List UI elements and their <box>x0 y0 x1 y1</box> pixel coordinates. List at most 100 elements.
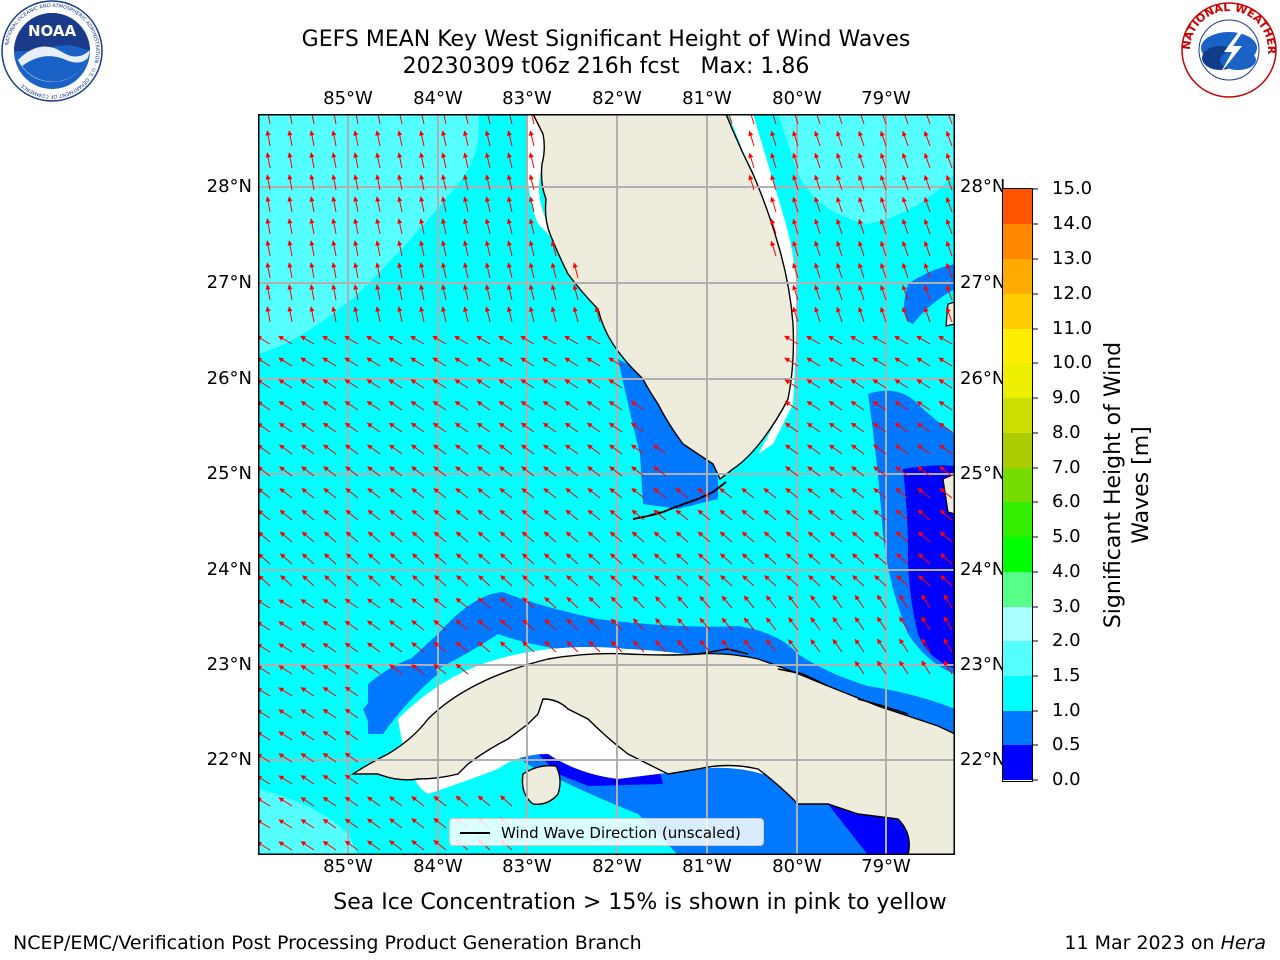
wind-arrow-head <box>792 262 798 269</box>
y-tick-left: 22°N <box>206 749 252 770</box>
wind-arrow-head <box>454 379 461 385</box>
wind-arrow-head <box>830 575 836 581</box>
nws-logo: NATIONAL WEATHER SERVICE <box>1178 0 1278 98</box>
wind-arrow-head <box>943 660 949 666</box>
wind-arrow-head <box>265 262 271 268</box>
x-tick-top: 85°W <box>323 88 373 109</box>
wind-arrow-head <box>498 422 505 428</box>
wind-arrow-head <box>309 306 315 312</box>
wind-arrow-head <box>397 306 403 312</box>
wind-arrow-head <box>938 444 945 450</box>
wind-arrow-head <box>344 774 351 780</box>
wind-arrow-head <box>522 597 528 603</box>
wind-arrow-head <box>894 401 901 407</box>
wind-arrow-head <box>588 575 594 581</box>
colorbar-label: Significant Height of Wind Waves [m] <box>1100 342 1156 628</box>
wind-arrow-head <box>344 422 351 428</box>
wind-arrow-head <box>851 509 858 516</box>
wind-arrow-head <box>419 174 425 180</box>
wind-arrow-head <box>565 488 572 494</box>
wind-arrow-head <box>455 509 462 516</box>
wind-arrow-head <box>808 575 814 581</box>
map-plot <box>258 114 955 855</box>
wind-arrow-head <box>880 262 885 269</box>
wind-arrow-head <box>901 174 907 181</box>
wind-arrow-head <box>410 357 417 363</box>
wind-arrow-head <box>258 553 264 559</box>
wind-arrow-head <box>543 531 550 537</box>
wind-arrow-head <box>810 595 816 601</box>
wind-arrow-head <box>344 335 350 341</box>
wind-arrow-head <box>631 466 637 472</box>
wind-arrow-head <box>278 841 285 847</box>
wind-arrow-head <box>741 488 748 494</box>
wind-arrow-head <box>456 575 462 581</box>
wind-arrow-head <box>828 401 835 407</box>
wind-arrow-head <box>433 531 440 537</box>
wind-arrow-head <box>765 639 772 646</box>
wind-arrow-head <box>506 152 512 159</box>
wind-arrow-head <box>810 639 816 645</box>
wind-arrow-head <box>923 174 929 181</box>
wind-arrow-head <box>631 531 638 537</box>
wind-arrow-head <box>301 488 308 494</box>
wind-arrow <box>399 114 403 125</box>
wind-arrow-head <box>366 620 373 626</box>
wind-arrow-head <box>836 262 841 269</box>
wind-arrow-head <box>344 444 351 450</box>
wave-region-0.5-1m-sw-florida <box>618 359 718 509</box>
wind-arrow-head <box>280 575 286 581</box>
wind-arrow <box>333 114 337 125</box>
wind-arrow-head <box>901 240 907 247</box>
wind-arrow-head <box>528 306 534 313</box>
wind-arrow-head <box>786 575 792 581</box>
wind-arrow-head <box>411 620 417 626</box>
colorbar-band <box>1002 676 1032 711</box>
wind-arrow-head <box>894 379 901 385</box>
wind-arrow-head <box>721 617 727 624</box>
wind-arrow-head <box>454 401 461 407</box>
wind-arrow-head <box>851 466 857 472</box>
wind-arrow-head <box>366 379 373 385</box>
wind-arrow-head <box>506 174 512 181</box>
wind-arrow-head <box>389 553 396 559</box>
wind-arrow-head <box>810 617 816 623</box>
wind-arrow-head <box>921 660 927 667</box>
wind-arrow-head <box>322 686 329 692</box>
wind-arrow-head <box>455 641 462 648</box>
wind-arrow-head <box>287 152 293 158</box>
wind-arrow-head <box>375 284 381 290</box>
wind-arrow-head <box>938 422 945 428</box>
wind-arrow-head <box>389 509 396 516</box>
x-tick-top: 83°W <box>502 88 552 109</box>
wind-arrow-head <box>367 509 374 516</box>
wind-arrow-head <box>528 196 534 203</box>
wind-arrow-head <box>763 553 770 559</box>
wind-arrow-head <box>814 306 820 313</box>
wind-arrow-head <box>344 598 351 604</box>
wind-arrow-head <box>463 196 469 202</box>
wind-arrow-head <box>542 422 549 428</box>
wind-arrow-head <box>433 488 440 494</box>
wind-arrow-head <box>278 797 285 803</box>
wind-arrow-head <box>528 174 534 181</box>
wind-arrow-head <box>287 130 293 136</box>
wind-arrow-head <box>895 488 902 494</box>
wind-arrow-head <box>923 240 929 247</box>
wind-arrow-head <box>807 553 814 559</box>
wind-arrow-head <box>323 553 330 559</box>
y-tick-right: 27°N <box>960 272 1006 293</box>
wind-arrow-head <box>655 618 661 624</box>
wind-arrow-head <box>463 130 469 136</box>
wind-arrow-head <box>353 130 359 136</box>
wind-arrow-head <box>609 531 616 537</box>
wind-arrow-head <box>300 401 307 407</box>
y-tick-right: 23°N <box>960 654 1006 675</box>
wind-arrow <box>443 114 447 125</box>
wind-arrow-head <box>411 598 417 604</box>
wind-arrow-head <box>521 553 528 559</box>
footer-right: 11 Mar 2023 on Hera <box>1064 932 1266 954</box>
wind-arrow-head <box>854 594 860 601</box>
wind-arrow-head <box>410 335 416 341</box>
wind-arrow-head <box>433 641 440 648</box>
